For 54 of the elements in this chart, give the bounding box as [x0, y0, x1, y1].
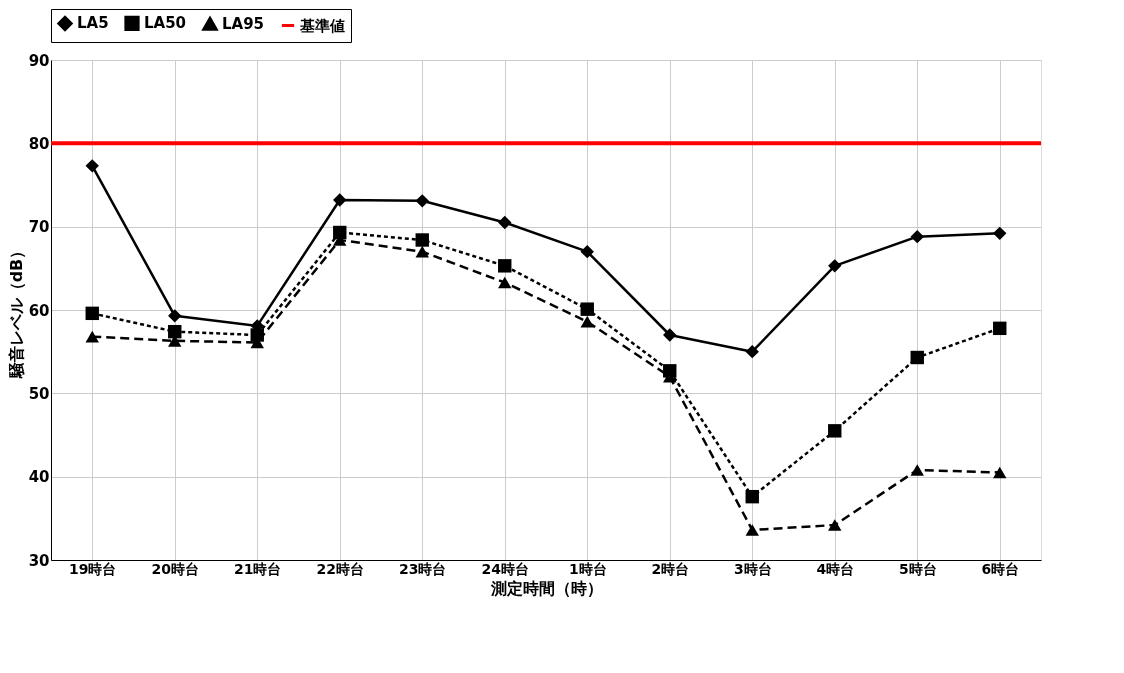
point [498, 276, 512, 289]
x-tick-label: 19時台 [69, 560, 117, 577]
point [745, 344, 759, 359]
point [580, 244, 594, 259]
point [745, 524, 759, 536]
x-axis-title: 測定時間（時） [489, 578, 603, 598]
point [993, 226, 1007, 241]
point [168, 309, 182, 323]
point [828, 519, 842, 531]
point [85, 330, 99, 343]
x-tick-label: 22時台 [316, 560, 364, 577]
y-axis-title: 騒音レベル（dB） [6, 242, 26, 380]
point [745, 489, 759, 504]
legend-label: LA5 [77, 14, 109, 33]
point [663, 328, 677, 342]
point [168, 324, 182, 339]
point [993, 466, 1007, 479]
point [415, 194, 429, 208]
x-tick-label: 6時台 [981, 560, 1020, 577]
point [415, 245, 429, 258]
legend-label: 基準値 [299, 16, 345, 35]
x-tick-label: 23時台 [399, 560, 447, 577]
point [333, 193, 347, 207]
x-tick-label: 5時台 [898, 560, 937, 577]
x-tick-label: 4時台 [816, 560, 855, 577]
point [910, 229, 924, 244]
y-tick-label: 60 [28, 301, 50, 320]
point [85, 159, 99, 173]
point [498, 259, 512, 273]
point [580, 302, 594, 316]
x-tick-label: 3時台 [733, 560, 772, 577]
point [910, 350, 924, 365]
y-tick-label: 50 [28, 384, 50, 403]
point [580, 315, 594, 328]
x-tick-label: 2時台 [651, 560, 690, 577]
y-tick-label: 90 [28, 51, 50, 70]
y-tick-label: 70 [28, 218, 50, 237]
point [910, 464, 924, 476]
y-tick-label: 80 [28, 134, 50, 153]
point [85, 306, 99, 321]
x-tick-label: 24時台 [481, 560, 529, 577]
x-tick-label: 20時台 [151, 560, 199, 577]
point [498, 215, 512, 230]
point [828, 259, 842, 273]
point [415, 233, 429, 247]
x-tick-label: 1時台 [568, 560, 607, 577]
y-tick-label: 40 [28, 468, 50, 487]
point [828, 424, 842, 438]
point [993, 321, 1007, 336]
legend-label: LA50 [144, 14, 187, 33]
point [250, 328, 264, 342]
x-tick-label: 21時台 [234, 560, 282, 577]
y-tick-label: 30 [28, 551, 50, 570]
legend-label: LA95 [222, 14, 265, 33]
